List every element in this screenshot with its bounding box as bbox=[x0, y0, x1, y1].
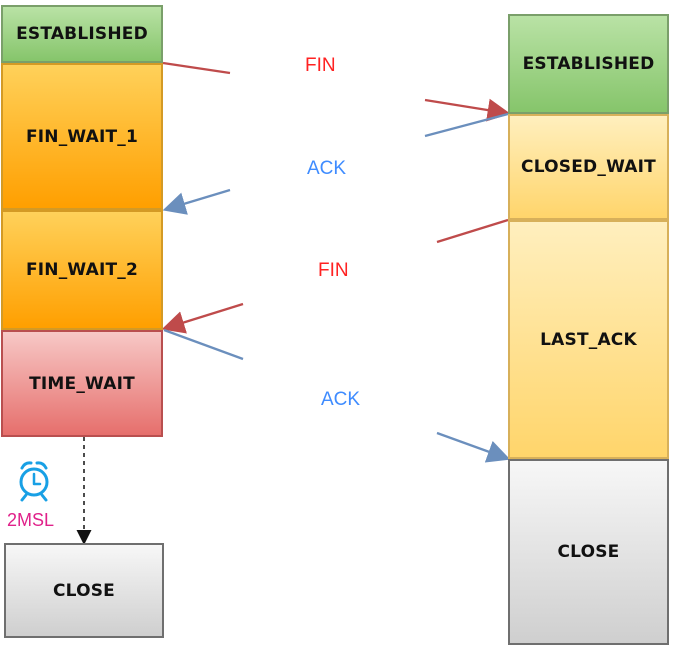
ack-second-arrow-start-segment bbox=[163, 328, 244, 361]
right-state-closed-wait: CLOSED_WAIT bbox=[508, 114, 669, 220]
fin-arrow-end-segment bbox=[424, 98, 511, 122]
ack-label-second: ACK bbox=[321, 389, 361, 410]
ack-arrow-start-segment bbox=[424, 112, 509, 138]
ack-label: ACK bbox=[307, 158, 347, 179]
fin-label: FIN bbox=[305, 55, 336, 76]
timer-label: 2MSL bbox=[7, 510, 55, 530]
fin-arrow-start-segment bbox=[162, 61, 231, 75]
left-state-fin-wait-1: FIN_WAIT_1 bbox=[1, 63, 163, 210]
left-state-established: ESTABLISHED bbox=[1, 5, 163, 63]
ack-second-arrow-end-segment bbox=[436, 431, 511, 463]
right-state-established: ESTABLISHED bbox=[508, 14, 669, 114]
left-state-time-wait: TIME_WAIT bbox=[1, 330, 163, 437]
fin-label-second: FIN bbox=[318, 260, 349, 281]
right-state-close: CLOSE bbox=[508, 459, 669, 645]
right-state-last-ack: LAST_ACK bbox=[508, 220, 669, 459]
left-state-close: CLOSE bbox=[4, 543, 164, 638]
fin-second-arrow-start-segment bbox=[436, 218, 509, 244]
ack-arrow-end-segment bbox=[162, 188, 231, 215]
fin-second-arrow-end-segment bbox=[161, 302, 244, 334]
left-state-fin-wait-2: FIN_WAIT_2 bbox=[1, 210, 163, 330]
